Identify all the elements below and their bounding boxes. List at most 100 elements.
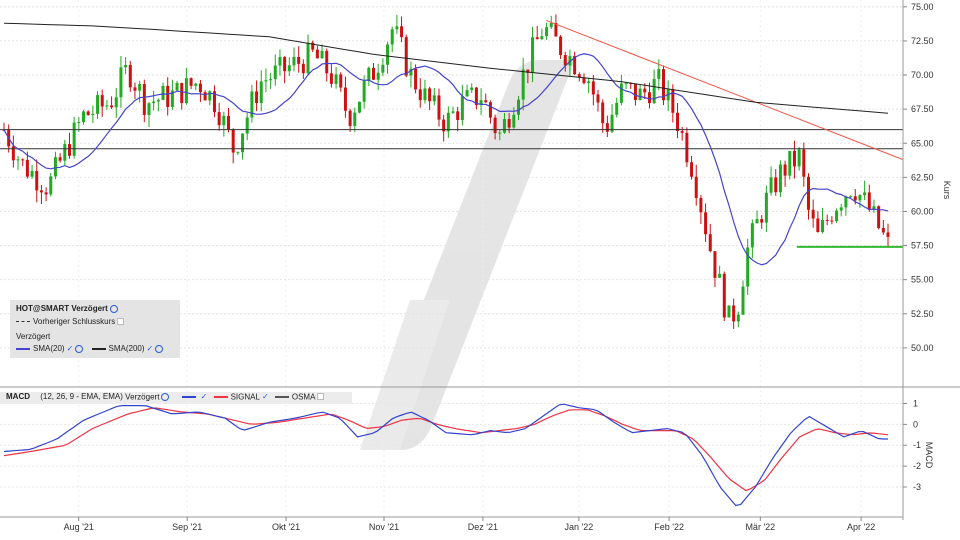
candle-body: [16, 159, 20, 161]
candle-body: [133, 87, 137, 91]
candle-body: [835, 210, 839, 222]
candle-body: [535, 37, 539, 40]
candle-body: [718, 273, 722, 278]
candle-body: [372, 67, 376, 80]
candle-body: [764, 192, 768, 223]
candle-body: [325, 50, 329, 74]
macd-tick-label: 0: [913, 419, 918, 429]
gear-icon[interactable]: [155, 344, 164, 353]
candle-body: [227, 115, 231, 130]
candle-body: [278, 57, 282, 66]
candle-body: [582, 77, 586, 84]
macd-tick-label: 1: [913, 399, 918, 409]
macd-swatch-icon: [181, 395, 196, 398]
candle-body: [86, 111, 90, 116]
candle-body: [442, 119, 446, 132]
checkbox-icon[interactable]: [317, 393, 325, 401]
candle-body: [264, 80, 268, 82]
candle-body: [269, 79, 273, 81]
candle-body: [750, 223, 754, 248]
sma200-swatch-icon: [91, 347, 106, 350]
macd-line: [3, 403, 888, 507]
candle-body: [839, 207, 843, 211]
macd-panel: [3, 403, 889, 507]
candle-body: [685, 132, 689, 163]
candle-body: [390, 29, 394, 45]
candle-body: [119, 67, 123, 98]
legend-sma200: SMA(200): [108, 344, 145, 353]
candle-body: [334, 74, 338, 84]
candle-body: [343, 87, 347, 111]
gear-icon[interactable]: [161, 392, 170, 401]
price-axis-label: Kurs: [942, 181, 952, 200]
candle-body: [460, 96, 464, 121]
candle-body: [44, 192, 48, 195]
candle-body: [381, 64, 385, 73]
signal-line: [3, 407, 889, 492]
candle-body: [231, 129, 235, 153]
candle-body: [222, 115, 226, 126]
candle-body: [39, 190, 43, 193]
x-tick-label: Jan '22: [565, 522, 594, 532]
candle-body: [67, 144, 71, 156]
candle-body: [329, 73, 333, 84]
candle-body: [886, 232, 890, 237]
candle-body: [175, 82, 179, 91]
candle-body: [830, 220, 834, 222]
candle-body: [727, 305, 731, 318]
candle-body: [722, 273, 726, 318]
candle-body: [446, 112, 450, 132]
candle-body: [217, 112, 221, 126]
price-tick-label: 50.00: [911, 343, 934, 353]
macd-legend: MACD (12, 26, 9 - EMA, EMA) Verzögert ✓ …: [0, 392, 352, 404]
candle-body: [755, 219, 759, 224]
candle-body: [339, 74, 343, 88]
price-tick-label: 52.50: [911, 309, 934, 319]
price-tick-label: 70.00: [911, 70, 934, 80]
candle-body: [806, 176, 810, 210]
check-icon[interactable]: ✓: [146, 344, 154, 353]
candle-body: [783, 164, 787, 176]
candle-body: [549, 23, 553, 28]
candle-body: [283, 57, 287, 72]
candle-body: [25, 159, 29, 177]
x-tick-label: Feb '22: [654, 522, 684, 532]
legend-prev-close: Vorheriger Schlusskurs: [33, 317, 116, 326]
macd-tick-label: -2: [913, 461, 921, 471]
candle-body: [376, 72, 380, 80]
candle-body: [657, 69, 661, 79]
macd-axis-label: MACD: [924, 442, 934, 469]
candle-body: [255, 91, 259, 103]
check-icon[interactable]: ✓: [200, 392, 208, 402]
candle-body: [273, 65, 277, 80]
candle-body: [760, 219, 764, 223]
candle-body: [292, 57, 296, 66]
gear-icon[interactable]: [109, 304, 118, 313]
candle-body: [147, 103, 151, 115]
legend-sma20: SMA(20): [33, 344, 65, 353]
gear-icon[interactable]: [75, 344, 84, 353]
candle-body: [577, 74, 581, 78]
candle-body: [353, 112, 357, 126]
candle-body: [853, 196, 857, 201]
candle-body: [713, 251, 717, 278]
candle-body: [367, 67, 371, 82]
candle-body: [629, 83, 633, 85]
candle-body: [208, 91, 212, 101]
watermark-logo: [360, 60, 575, 450]
candle-body: [605, 123, 609, 132]
checkbox-icon[interactable]: [117, 318, 125, 326]
candle-body: [11, 146, 15, 161]
check-icon[interactable]: ✓: [261, 392, 269, 402]
x-tick-label: Aug '21: [64, 522, 94, 532]
candle-body: [306, 42, 310, 74]
price-tick-label: 72.50: [911, 36, 934, 46]
candle-body: [357, 101, 361, 113]
price-legend: HOT@SMART Verzögert Vorheriger Schlussku…: [10, 300, 180, 358]
candle-body: [156, 99, 160, 102]
candle-body: [746, 247, 750, 287]
candle-body: [484, 100, 488, 103]
candle-body: [91, 113, 95, 116]
candle-body: [63, 144, 67, 161]
check-icon[interactable]: ✓: [66, 344, 74, 353]
